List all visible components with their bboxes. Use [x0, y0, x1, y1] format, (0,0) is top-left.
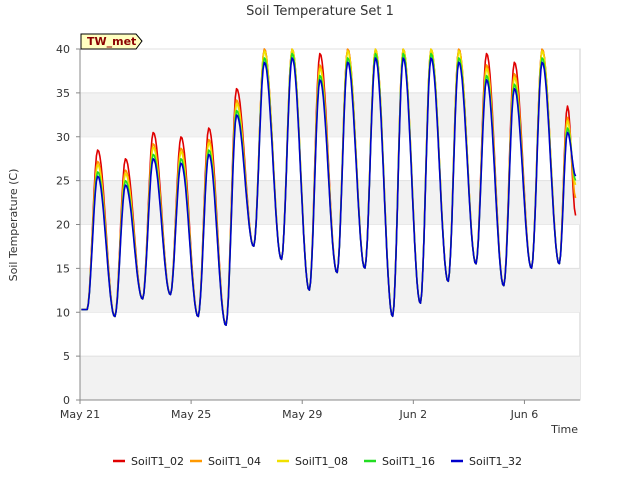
x-tick-label: May 25 — [171, 408, 211, 421]
grid-bands — [79, 48, 581, 401]
series-line-SoilT1_32 — [81, 57, 577, 326]
grid-band — [80, 268, 580, 313]
x-tick-label: Jun 2 — [398, 408, 427, 421]
y-tick-label: 25 — [56, 175, 70, 188]
y-tick-label: 35 — [56, 87, 70, 100]
y-tick-label: 40 — [56, 43, 70, 56]
legend-label-SoilT1_32: SoilT1_32 — [469, 455, 522, 468]
grid-band — [80, 92, 580, 137]
y-tick-label: 5 — [63, 350, 70, 363]
legend-label-SoilT1_04: SoilT1_04 — [208, 455, 261, 468]
grid-band — [80, 356, 580, 400]
plot-area — [81, 48, 577, 326]
y-tick-label: 15 — [56, 262, 70, 275]
y-tick-label: 30 — [56, 131, 70, 144]
y-tick-label: 0 — [63, 394, 70, 407]
y-axis-title: Soil Temperature (C) — [7, 169, 20, 282]
x-tick-label: May 21 — [60, 408, 100, 421]
x-axis-title: Time — [550, 423, 578, 436]
legend: SoilT1_02 SoilT1_04 SoilT1_08 SoilT1_16 Soil… — [113, 455, 522, 468]
legend-label-SoilT1_02: SoilT1_02 — [131, 455, 184, 468]
x-tick-label: May 29 — [282, 408, 322, 421]
y-tick-label: 10 — [56, 306, 70, 319]
site-label-box: TW_met — [80, 33, 143, 50]
chart-title: Soil Temperature Set 1 — [246, 4, 394, 19]
x-tick-label: Jun 6 — [510, 408, 539, 421]
legend-label-SoilT1_08: SoilT1_08 — [295, 455, 348, 468]
site-label: TW_met — [87, 35, 136, 48]
y-tick-label: 20 — [56, 219, 70, 232]
y-axis: 0 5 10 15 20 25 30 35 40 — [56, 43, 81, 407]
x-axis: May 21 May 25 May 29 Jun 2 Jun 6 — [60, 399, 580, 421]
legend-label-SoilT1_16: SoilT1_16 — [382, 455, 435, 468]
